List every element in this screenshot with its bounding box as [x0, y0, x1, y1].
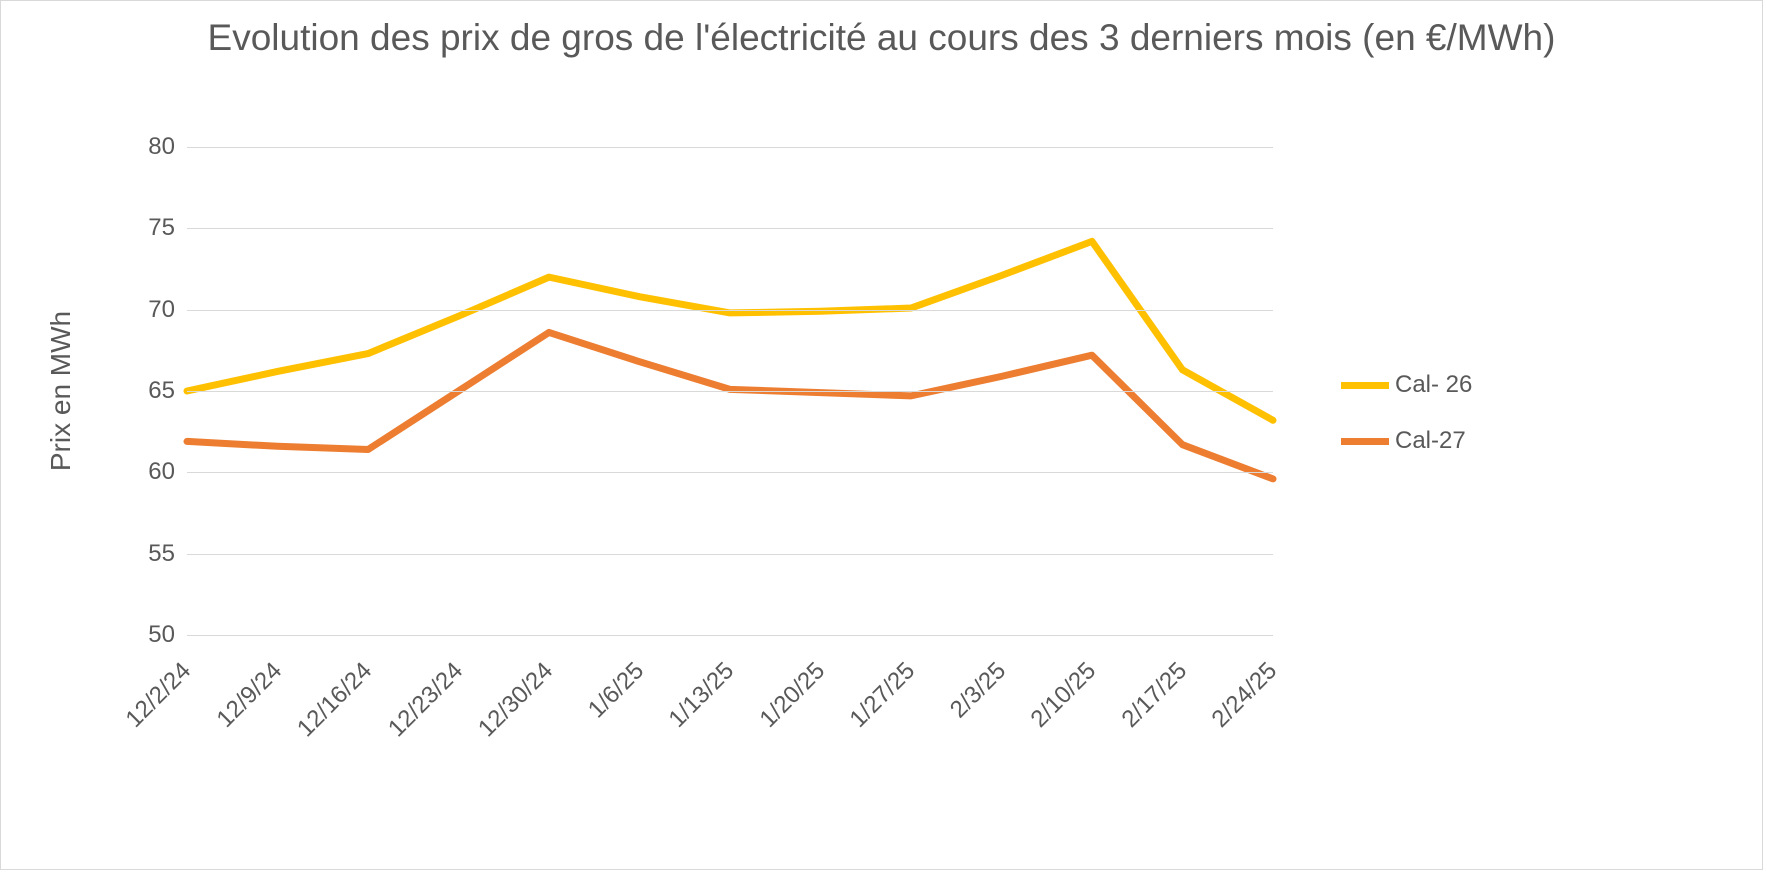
x-tick-label: 2/24/25	[1206, 657, 1282, 733]
legend-item: Cal- 26	[1341, 371, 1472, 399]
x-tick-label: 1/6/25	[582, 657, 649, 724]
x-tick-label: 12/30/24	[473, 657, 559, 743]
x-tick-label: 1/13/25	[663, 657, 739, 733]
gridline	[187, 147, 1273, 148]
y-tick-label: 65	[148, 377, 175, 405]
gridline	[187, 391, 1273, 392]
y-tick-label: 70	[148, 296, 175, 324]
line-chart: Evolution des prix de gros de l'électric…	[0, 0, 1763, 870]
y-axis-title: Prix en MWh	[45, 311, 77, 471]
legend-label: Cal-27	[1395, 427, 1466, 455]
x-tick-label: 1/27/25	[844, 657, 920, 733]
x-tick-label: 12/23/24	[383, 657, 469, 743]
series-line	[187, 241, 1273, 420]
legend-swatch	[1341, 438, 1389, 445]
gridline	[187, 310, 1273, 311]
y-tick-label: 60	[148, 458, 175, 486]
legend-label: Cal- 26	[1395, 371, 1472, 399]
x-tick-label: 1/20/25	[754, 657, 830, 733]
plot-area: 5055606570758012/2/2412/9/2412/16/2412/2…	[187, 147, 1273, 635]
y-tick-label: 50	[148, 621, 175, 649]
x-tick-label: 2/3/25	[944, 657, 1011, 724]
x-tick-label: 12/2/24	[120, 657, 196, 733]
x-tick-label: 12/9/24	[211, 657, 287, 733]
y-tick-label: 80	[148, 133, 175, 161]
x-tick-label: 2/10/25	[1025, 657, 1101, 733]
y-tick-label: 55	[148, 540, 175, 568]
legend-item: Cal-27	[1341, 427, 1472, 455]
gridline	[187, 554, 1273, 555]
x-tick-label: 2/17/25	[1116, 657, 1192, 733]
legend-swatch	[1341, 382, 1389, 389]
gridline	[187, 228, 1273, 229]
gridline	[187, 472, 1273, 473]
y-tick-label: 75	[148, 214, 175, 242]
legend: Cal- 26 Cal-27	[1341, 371, 1472, 455]
gridline	[187, 635, 1273, 636]
x-tick-label: 12/16/24	[292, 657, 378, 743]
chart-title: Evolution des prix de gros de l'électric…	[1, 15, 1762, 61]
